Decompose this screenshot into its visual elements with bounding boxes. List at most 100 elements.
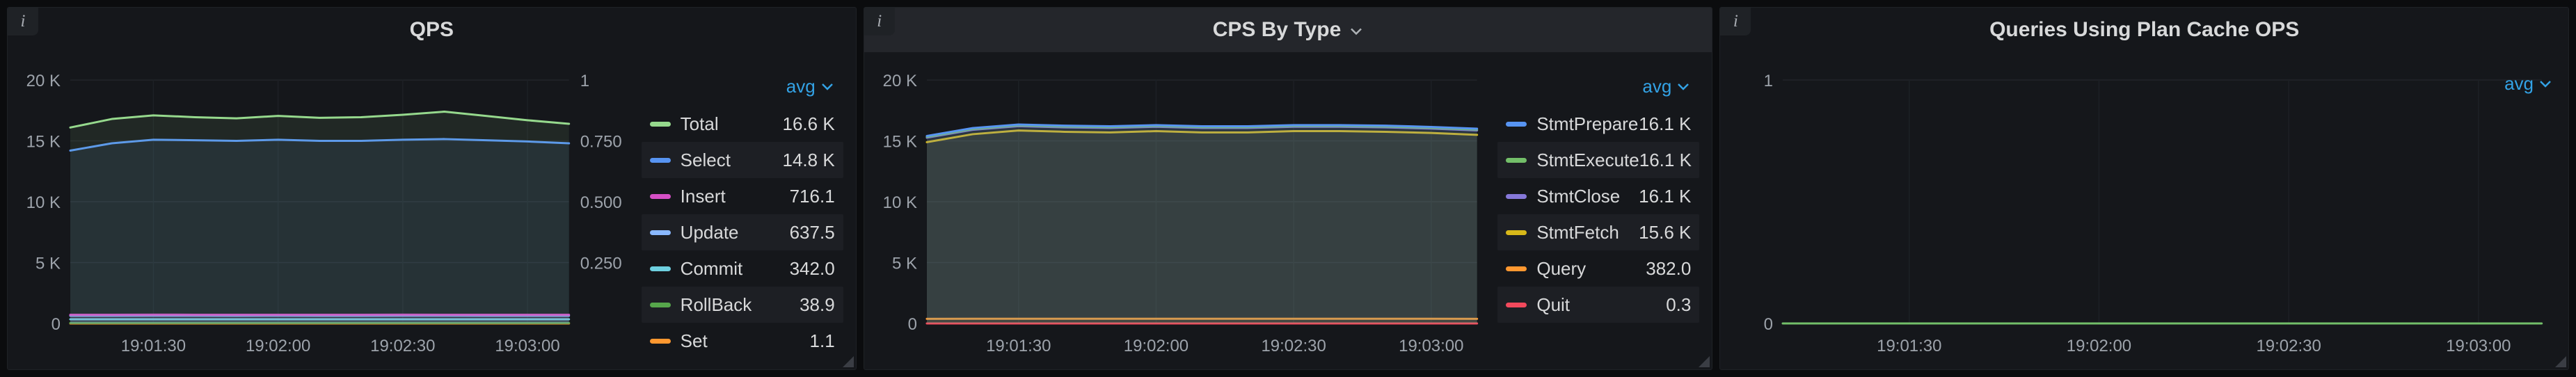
info-icon-glyph: i bbox=[1733, 12, 1738, 31]
chart-plot-area[interactable]: 0 5 K 10 K 15 K 20 K 19:01:30 19:02:00 19:02:30… bbox=[10, 52, 642, 367]
panel-body: 0 5 K 10 K 15 K 20 K 19:01:30 19:02:00 19:02:30… bbox=[8, 52, 856, 369]
svg-text:19:02:00: 19:02:00 bbox=[246, 337, 310, 355]
legend-color-swatch[interactable] bbox=[1506, 121, 1527, 127]
legend-color-swatch[interactable] bbox=[649, 230, 671, 235]
panel-body: 0 5 K 10 K 15 K 20 K 19:01:30 19:02:00 19:02:30… bbox=[864, 52, 1712, 369]
svg-text:19:01:30: 19:01:30 bbox=[986, 337, 1051, 355]
legend-row[interactable]: Quit 0.3 bbox=[1497, 287, 1700, 323]
legend-series-name[interactable]: Commit bbox=[680, 257, 743, 279]
legend-color-swatch[interactable] bbox=[649, 302, 671, 307]
legend-series-avg-value: 0.3 bbox=[1666, 294, 1692, 315]
legend-row[interactable]: StmtClose 16.1 K bbox=[1497, 178, 1699, 214]
panel-header: CPS By Type bbox=[864, 8, 1712, 52]
legend-row[interactable]: StmtFetch 15.6 K bbox=[1497, 214, 1700, 250]
legend-row[interactable]: Insert 716.1 bbox=[642, 178, 843, 214]
legend-series-name[interactable]: StmtFetch bbox=[1536, 221, 1619, 243]
legend-series-avg-value: 16.6 K bbox=[782, 113, 835, 134]
legend-series-name[interactable]: RollBack bbox=[680, 294, 752, 315]
legend-color-swatch[interactable] bbox=[649, 121, 671, 127]
legend-color-swatch[interactable] bbox=[649, 266, 671, 271]
svg-text:19:02:30: 19:02:30 bbox=[370, 337, 435, 355]
legend-series-avg-value: 16.1 K bbox=[1639, 185, 1692, 207]
legend-series-name[interactable]: Quit bbox=[1536, 294, 1571, 315]
panel-qps: i QPS 0 5 K 10 K 15 K 20 K 19:01:30 19:02:00 19… bbox=[7, 7, 857, 370]
legend-color-swatch[interactable] bbox=[1506, 193, 1527, 199]
panel-title[interactable]: QPS bbox=[409, 18, 454, 41]
panel-info-icon[interactable]: i bbox=[8, 8, 38, 35]
svg-text:5 K: 5 K bbox=[892, 254, 917, 273]
legend-avg-label: avg bbox=[2504, 73, 2534, 94]
panel-title[interactable]: CPS By Type bbox=[1212, 18, 1342, 41]
svg-text:15 K: 15 K bbox=[882, 133, 916, 152]
plan-cache-time-series-chart[interactable]: 0 1 19:01:30 19:02:00 19:02:30 19:03:00 bbox=[1723, 52, 2563, 367]
legend-row[interactable]: Query 382.0 bbox=[1497, 250, 1699, 287]
legend-row[interactable]: Commit 342.0 bbox=[642, 250, 843, 287]
svg-text:15 K: 15 K bbox=[26, 133, 61, 152]
legend-series-name[interactable]: Total bbox=[680, 113, 719, 134]
legend-series-name[interactable]: Query bbox=[1536, 257, 1587, 279]
svg-text:19:02:00: 19:02:00 bbox=[2067, 337, 2131, 355]
chevron-down-icon bbox=[1678, 83, 1689, 90]
svg-text:19:02:30: 19:02:30 bbox=[1261, 337, 1326, 355]
legend-series-avg-value: 16.1 K bbox=[1639, 113, 1692, 134]
svg-text:10 K: 10 K bbox=[882, 193, 916, 212]
panel-resize-handle[interactable] bbox=[842, 356, 854, 367]
legend-series-name[interactable]: Set bbox=[680, 330, 708, 351]
legend-series-name[interactable]: Insert bbox=[680, 185, 726, 207]
legend-color-swatch[interactable] bbox=[1506, 266, 1527, 271]
legend-row[interactable]: StmtPrepare 16.1 K bbox=[1497, 106, 1699, 142]
chart-legend: avg StmtPrepare 16.1 K StmtExecute 16.1 K St… bbox=[1497, 52, 1706, 367]
panel-info-icon[interactable]: i bbox=[1720, 8, 1751, 35]
svg-text:0: 0 bbox=[51, 315, 61, 334]
legend-series-name[interactable]: StmtClose bbox=[1536, 185, 1621, 207]
svg-text:0.250: 0.250 bbox=[580, 254, 622, 273]
legend-avg-sort-button[interactable]: avg bbox=[2504, 73, 2552, 95]
legend-rows: Total 16.6 K Select 14.8 K Insert 716.1 Update… bbox=[641, 106, 843, 359]
legend-row[interactable]: RollBack 38.9 bbox=[641, 287, 843, 323]
legend-row[interactable]: Update 637.5 bbox=[641, 214, 843, 250]
legend-row[interactable]: StmtExecute 16.1 K bbox=[1497, 142, 1700, 178]
panel-header: QPS bbox=[8, 8, 856, 52]
chart-plot-area[interactable]: 0 5 K 10 K 15 K 20 K 19:01:30 19:02:00 19:02:30… bbox=[867, 52, 1498, 367]
svg-text:10 K: 10 K bbox=[26, 193, 61, 212]
panel-menu-chevron-icon[interactable] bbox=[1349, 27, 1363, 36]
chart-plot-area[interactable]: 0 1 19:01:30 19:02:00 19:02:30 19:03:00 avg bbox=[1723, 52, 2563, 367]
svg-text:19:01:30: 19:01:30 bbox=[1877, 337, 1941, 355]
panel-header: Queries Using Plan Cache OPS bbox=[1720, 8, 2568, 52]
svg-text:1: 1 bbox=[1764, 72, 1773, 90]
legend-color-swatch[interactable] bbox=[649, 193, 671, 199]
legend-series-name[interactable]: Select bbox=[680, 149, 731, 170]
legend-series-name[interactable]: StmtPrepare bbox=[1536, 113, 1639, 134]
legend-series-avg-value: 382.0 bbox=[1646, 257, 1692, 279]
svg-text:19:02:00: 19:02:00 bbox=[1123, 337, 1188, 355]
info-icon-glyph: i bbox=[20, 12, 26, 31]
svg-text:0.750: 0.750 bbox=[580, 133, 622, 152]
legend-color-swatch[interactable] bbox=[1506, 230, 1527, 235]
panel-resize-handle[interactable] bbox=[1699, 356, 1710, 367]
legend-series-name[interactable]: StmtExecute bbox=[1536, 149, 1639, 170]
svg-text:0: 0 bbox=[1764, 315, 1773, 334]
svg-text:20 K: 20 K bbox=[882, 72, 916, 90]
legend-color-swatch[interactable] bbox=[649, 338, 671, 344]
legend-color-swatch[interactable] bbox=[1506, 157, 1527, 163]
legend-series-avg-value: 15.6 K bbox=[1639, 221, 1692, 243]
legend-color-swatch[interactable] bbox=[649, 157, 671, 163]
legend-series-avg-value: 14.8 K bbox=[782, 149, 835, 170]
qps-time-series-chart[interactable]: 0 5 K 10 K 15 K 20 K 19:01:30 19:02:00 19:02:30… bbox=[10, 52, 642, 367]
legend-color-swatch[interactable] bbox=[1506, 302, 1527, 307]
legend-avg-sort-button[interactable]: avg bbox=[1497, 76, 1699, 106]
legend-series-name[interactable]: Update bbox=[680, 221, 739, 243]
panel-resize-handle[interactable] bbox=[2555, 356, 2567, 367]
panel-title[interactable]: Queries Using Plan Cache OPS bbox=[1989, 18, 2300, 41]
svg-text:20 K: 20 K bbox=[26, 72, 61, 90]
info-icon-glyph: i bbox=[877, 12, 882, 31]
legend-row[interactable]: Select 14.8 K bbox=[641, 142, 843, 178]
chevron-down-icon bbox=[821, 83, 833, 90]
legend-row[interactable]: Total 16.6 K bbox=[642, 106, 843, 142]
panel-info-icon[interactable]: i bbox=[864, 8, 895, 35]
legend-avg-sort-button[interactable]: avg bbox=[642, 76, 843, 106]
legend-row[interactable]: Set 1.1 bbox=[642, 323, 843, 359]
cps-time-series-chart[interactable]: 0 5 K 10 K 15 K 20 K 19:01:30 19:02:00 19:02:30… bbox=[867, 52, 1498, 367]
legend-series-avg-value: 1.1 bbox=[809, 330, 835, 351]
